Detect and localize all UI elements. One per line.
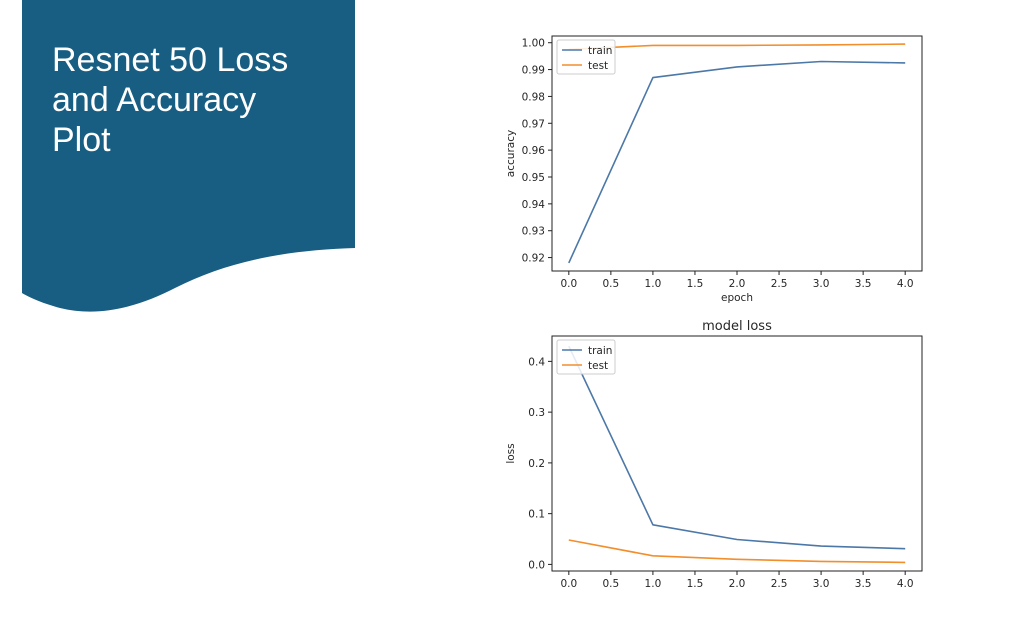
series-line-train [568,60,906,264]
x-axis-label: epoch [721,292,753,304]
x-tick-label: 3.5 [855,578,872,590]
x-tick-label: 1.5 [687,278,704,290]
slide-title-line: and Accuracy [52,81,257,119]
series-line-test [568,43,906,51]
slide-title: Resnet 50 Loss and Accuracy Plot [52,40,342,160]
y-tick-label: 1.00 [522,38,545,50]
y-tick-label: 0.0 [528,559,545,571]
series-line-test [568,539,906,564]
loss-chart: model loss 0.0 0.5 1.0 1.5 2.0 2.5 3.0 3.5 4.0 0.0… [505,319,923,590]
y-tick-label: 0.3 [528,407,545,419]
y-tick-label: 0.96 [522,145,546,157]
x-tick-label: 4.0 [897,278,914,290]
slide-title-line: Plot [52,121,111,159]
y-tick-label: 0.93 [522,226,545,238]
x-tick-label: 1.0 [645,278,662,290]
x-tick-label: 2.5 [771,578,788,590]
x-tick-label: 0.0 [560,278,577,290]
x-tick-label: 2.5 [771,278,788,290]
y-tick-label: 0.1 [528,509,545,521]
y-axis-label: loss [505,443,517,463]
legend-label-train: train [588,45,612,57]
series-line-train [568,345,906,550]
x-tick-label: 0.5 [603,278,620,290]
x-tick-label: 1.5 [687,578,704,590]
y-axis-label: accuracy [505,130,517,177]
y-tick-label: 0.99 [522,65,545,77]
y-tick-label: 0.4 [528,356,545,368]
legend-label-test: test [588,60,608,72]
x-tick-label: 3.5 [855,278,872,290]
legend: train test [556,39,616,75]
y-tick-label: 0.98 [522,91,545,103]
legend-label-train: train [588,345,612,357]
x-tick-label: 2.0 [729,278,746,290]
x-tick-label: 1.0 [645,578,662,590]
y-tick-label: 0.94 [522,199,546,211]
x-tick-label: 2.0 [729,578,746,590]
y-tick-label: 0.2 [528,458,545,470]
y-tick-label: 0.97 [522,118,545,130]
x-tick-label: 3.0 [813,278,830,290]
y-tick-label: 0.92 [522,253,545,265]
y-tick-label: 0.95 [522,172,545,184]
x-tick-label: 3.0 [813,578,830,590]
legend-label-test: test [588,360,608,372]
x-tick-label: 0.5 [603,578,620,590]
accuracy-chart: 0.0 0.5 1.0 1.5 2.0 2.5 3.0 3.5 4.0 0.92 0.93 0.94 0… [505,35,923,304]
x-tick-label: 0.0 [560,578,577,590]
chart-title: model loss [702,319,772,334]
legend: train test [556,339,616,375]
slide-title-line: Resnet 50 Loss [52,41,289,79]
x-tick-label: 4.0 [897,578,914,590]
